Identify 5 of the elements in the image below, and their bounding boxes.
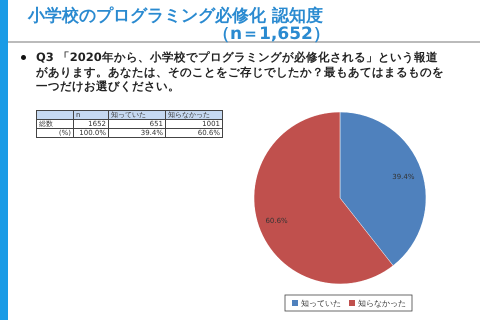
text: Q3 「2020年から、小学校でプログラミングが必修化される」という報道があります。あなたは、そのことをご存じでしたか？最もあてはまるものを一つだけお選びください。 (36, 50, 445, 94)
legend-label: 知らなかった (358, 299, 406, 308)
legend-label: 知っていた (301, 299, 341, 308)
chart-subtitle: （n＝1,652） (213, 24, 330, 45)
chart-title: 小学校のプログラミング必修化 認知度 (28, 5, 323, 26)
